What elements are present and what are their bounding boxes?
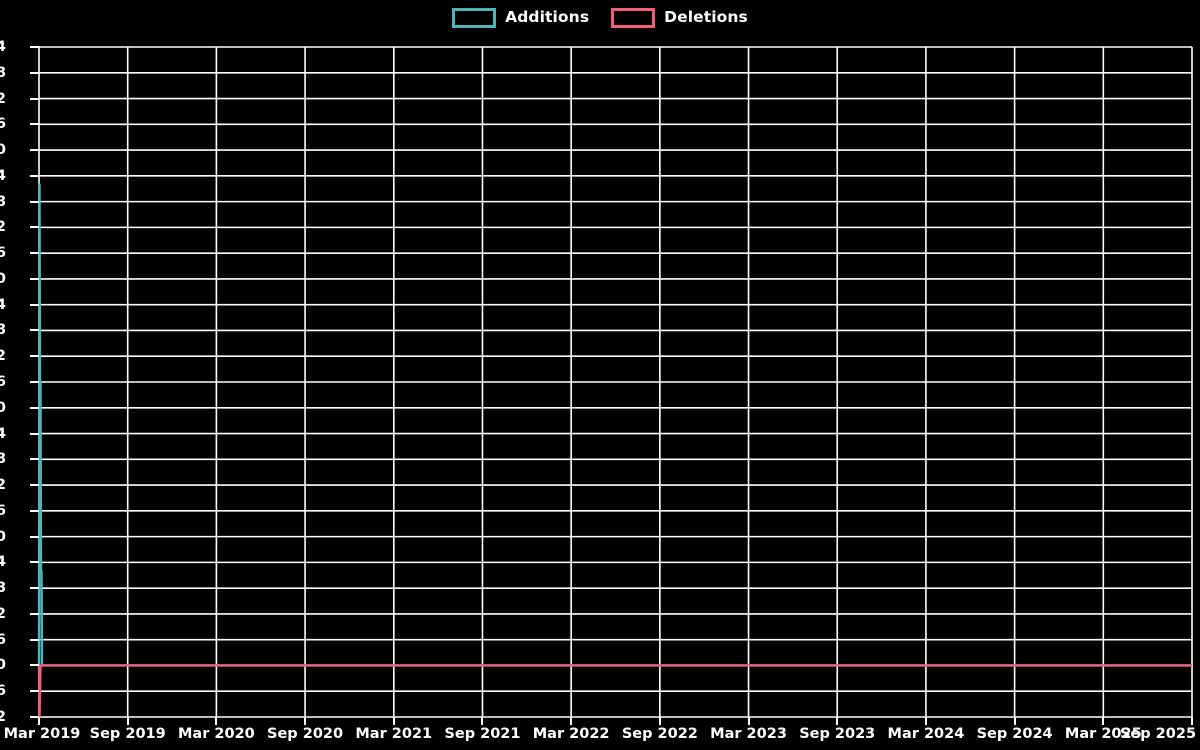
y-axis-tick-mark	[30, 329, 39, 332]
y-axis-tick-mark	[30, 509, 39, 512]
y-axis-tick-label: 24	[0, 554, 6, 571]
x-axis-tick-mark	[836, 717, 839, 725]
y-axis-tick-mark	[30, 690, 39, 693]
y-axis-tick-label: 90	[0, 270, 6, 287]
y-axis-tick-mark	[30, 381, 39, 383]
chart-series-layer	[39, 47, 1192, 717]
x-axis-tick-mark	[658, 717, 661, 725]
y-axis-tick-label: 54	[0, 425, 6, 442]
y-axis-tick-label: -12	[0, 708, 6, 725]
y-axis-tick-label: -6	[0, 682, 6, 699]
x-axis-tick-mark	[215, 717, 218, 725]
y-axis-tick-mark	[30, 174, 39, 177]
y-axis-tick-mark	[30, 200, 39, 203]
x-axis-tick-label: Sep 2020	[267, 726, 344, 742]
x-axis-tick-label: Sep 2025	[1119, 726, 1197, 742]
x-axis-tick-mark	[1102, 717, 1105, 725]
series-line-additions	[39, 184, 1192, 665]
y-axis-tick-mark	[30, 561, 39, 564]
x-axis-tick-mark	[392, 717, 395, 725]
y-axis-tick-mark	[30, 277, 39, 280]
x-axis-tick-mark	[38, 717, 40, 725]
y-axis-tick-mark	[30, 638, 39, 641]
y-axis-tick-label: 48	[0, 451, 6, 468]
x-axis-tick-mark	[1013, 717, 1016, 725]
x-axis-tick-label: Sep 2019	[89, 726, 166, 742]
y-axis-tick-label: 108	[0, 193, 6, 210]
x-axis-tick-mark	[1191, 717, 1193, 725]
x-axis-tick-label: Sep 2024	[976, 726, 1053, 742]
y-axis-tick-mark	[30, 484, 39, 487]
x-axis-tick-mark	[481, 717, 484, 725]
y-axis-tick-label: 60	[0, 399, 6, 416]
y-axis-tick-label: 102	[0, 219, 6, 236]
legend-label-additions: Additions	[505, 8, 590, 27]
y-axis-tick-label: 84	[0, 296, 6, 313]
y-axis-tick-mark	[30, 612, 39, 615]
y-axis-tick-label: 36	[0, 502, 6, 519]
y-axis-tick-label: 96	[0, 244, 6, 261]
y-axis-tick-label: 72	[0, 347, 6, 364]
plot-area	[39, 47, 1192, 717]
y-axis-tick-mark	[30, 226, 39, 229]
y-axis-tick-label: 18	[0, 579, 6, 596]
x-axis-tick-mark	[570, 717, 573, 725]
x-axis-tick-label: Mar 2023	[710, 726, 787, 742]
y-axis-tick-mark	[30, 458, 39, 461]
y-axis-tick-label: 132	[0, 90, 6, 107]
y-axis-tick-mark	[30, 46, 39, 48]
x-axis-tick-mark	[304, 717, 307, 725]
series-line-deletions	[39, 665, 1192, 717]
y-axis-tick-mark	[30, 97, 39, 100]
y-axis-tick-mark	[30, 252, 39, 255]
legend-item-additions[interactable]: Additions	[452, 8, 589, 28]
y-axis-tick-mark	[30, 535, 39, 538]
y-axis-tick-label: 30	[0, 528, 6, 545]
y-axis-tick-label: 42	[0, 476, 6, 493]
x-axis-tick-mark	[747, 717, 750, 725]
y-axis-tick-label: 138	[0, 64, 6, 81]
y-axis-tick-mark	[30, 664, 39, 667]
y-axis-tick-mark	[30, 406, 39, 409]
y-axis-tick-mark	[30, 355, 39, 358]
x-axis-tick-label: Mar 2019	[3, 726, 81, 742]
y-axis-tick-mark	[30, 123, 39, 126]
y-axis-tick-label: 144	[0, 38, 6, 55]
y-axis-tick-label: 114	[0, 167, 6, 184]
y-axis-tick-mark	[30, 716, 39, 718]
chart-legend: Additions Deletions	[0, 0, 1200, 36]
x-axis: Mar 2019 Sep 2019 Mar 2020 Sep 2020 Mar 2021…	[0, 717, 1200, 750]
y-axis-tick-mark	[30, 587, 39, 590]
x-axis-tick-mark	[126, 717, 129, 725]
y-axis-tick-label: 78	[0, 322, 6, 339]
x-axis-tick-label: Mar 2025	[1064, 726, 1142, 742]
x-axis-tick-label: Mar 2024	[887, 726, 965, 742]
y-axis-tick-mark	[30, 303, 39, 306]
x-axis-tick-label: Mar 2020	[177, 726, 255, 742]
y-axis-tick-label: 6	[0, 631, 6, 648]
y-axis-tick-label: 126	[0, 116, 6, 133]
x-axis-tick-label: Sep 2021	[444, 726, 521, 742]
y-axis-tick-mark	[30, 149, 39, 152]
x-axis-tick-label: Sep 2022	[621, 726, 698, 742]
x-axis-tick-label: Sep 2023	[799, 726, 876, 742]
y-axis-tick-label: 66	[0, 373, 6, 390]
y-axis-tick-mark	[30, 71, 39, 74]
x-axis-tick-label: Mar 2022	[532, 726, 610, 742]
y-axis-tick-label: 12	[0, 605, 6, 622]
y-axis-tick-label: 0	[0, 657, 6, 674]
legend-swatch-additions	[452, 8, 497, 28]
legend-swatch-deletions	[611, 8, 656, 28]
x-axis-tick-label: Mar 2021	[355, 726, 433, 742]
y-axis-tick-mark	[30, 432, 39, 435]
legend-label-deletions: Deletions	[664, 8, 748, 27]
legend-item-deletions[interactable]: Deletions	[611, 8, 748, 28]
x-axis-tick-mark	[924, 717, 927, 725]
y-axis-tick-label: 120	[0, 141, 6, 158]
